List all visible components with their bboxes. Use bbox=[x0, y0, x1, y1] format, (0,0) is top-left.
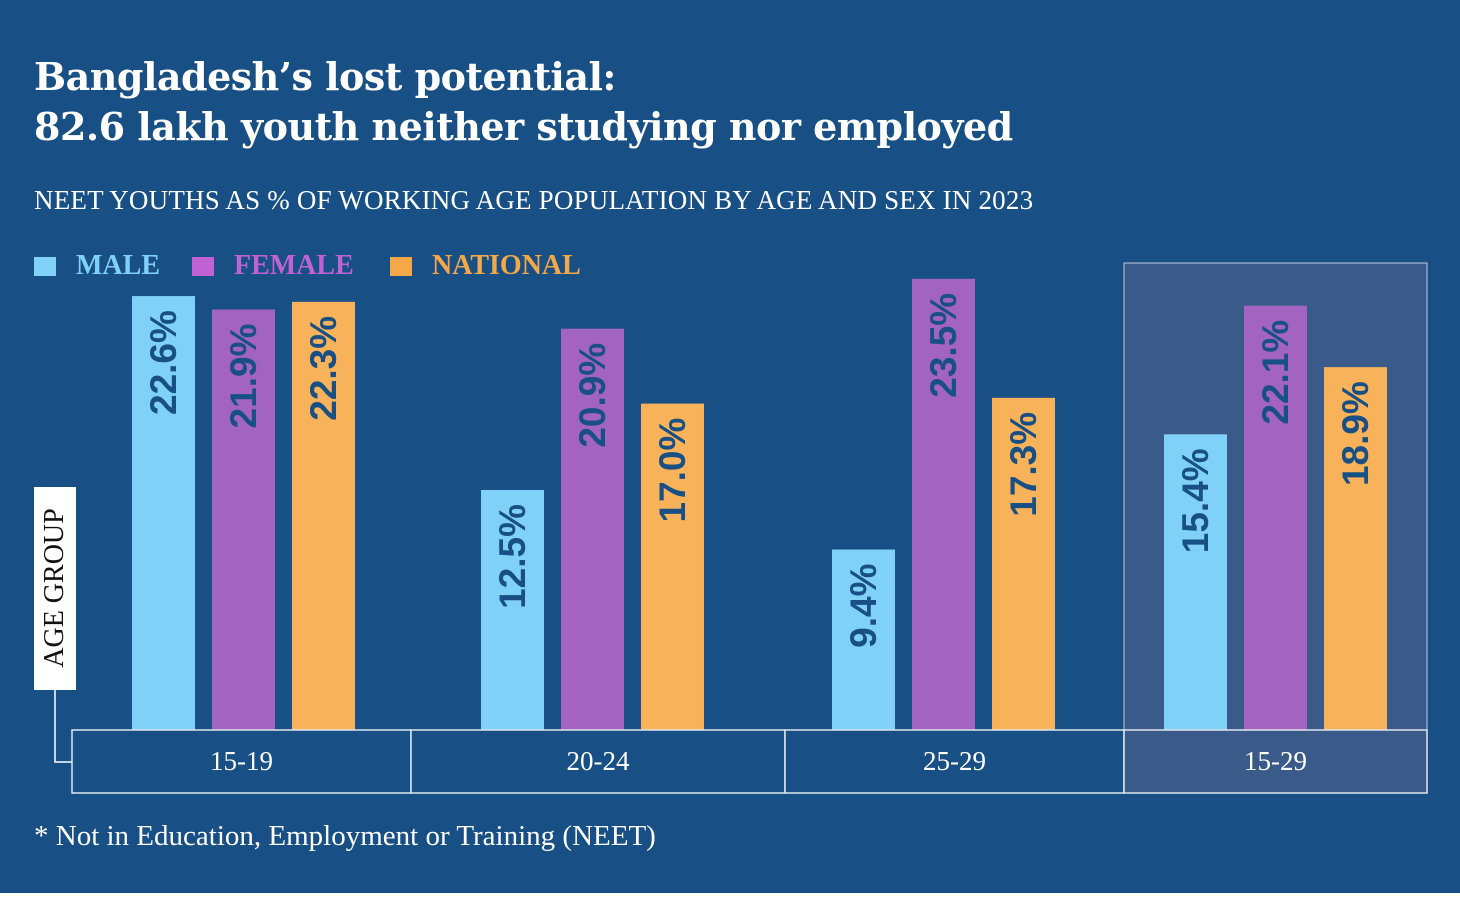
data-label-national-15-29: 18.9% bbox=[1335, 381, 1376, 486]
category-label-15-19: 15-19 bbox=[210, 746, 273, 776]
data-label-female-20-24: 20.9% bbox=[572, 343, 613, 448]
bar-national-20-24 bbox=[641, 403, 704, 730]
category-label-15-29: 15-29 bbox=[1244, 746, 1307, 776]
chart-title-line-2: 82.6 lakh youth neither studying nor emp… bbox=[34, 104, 1013, 149]
footnote: * Not in Education, Employment or Traini… bbox=[34, 820, 656, 852]
bar-male-15-29 bbox=[1164, 434, 1227, 730]
legend-label-national: NATIONAL bbox=[432, 250, 581, 281]
chart-title: Bangladesh’s lost potential: bbox=[34, 54, 616, 99]
bar-female-15-29 bbox=[1244, 305, 1307, 730]
data-label-national-20-24: 17.0% bbox=[652, 418, 693, 523]
chart-subtitle: NEET YOUTHS AS % OF WORKING AGE POPULATI… bbox=[34, 185, 1034, 215]
data-label-female-15-29: 22.1% bbox=[1255, 320, 1296, 425]
legend-swatch-male bbox=[34, 257, 56, 276]
data-label-female-25-29: 23.5% bbox=[923, 293, 964, 398]
bar-national-25-29 bbox=[992, 397, 1055, 730]
data-label-female-15-19: 21.9% bbox=[223, 324, 264, 429]
data-label-national-25-29: 17.3% bbox=[1003, 412, 1044, 517]
axis-label-box bbox=[34, 487, 76, 690]
category-cell-20-24 bbox=[410, 729, 786, 794]
bar-female-20-24 bbox=[561, 328, 624, 730]
bar-female-15-19 bbox=[212, 309, 275, 730]
category-cell-25-29 bbox=[784, 729, 1125, 794]
bar-male-20-24 bbox=[481, 490, 544, 730]
bars-group: 22.6% 21.9% 22.3% 12.5% 20.9% 17.0% 9.4% 23.5% 1… bbox=[132, 278, 1387, 730]
category-label-25-29: 25-29 bbox=[923, 746, 986, 776]
axis-label: AGE GROUP bbox=[39, 508, 70, 668]
data-label-national-15-19: 22.3% bbox=[303, 316, 344, 421]
bar-national-15-19 bbox=[292, 301, 355, 730]
bar-female-25-29 bbox=[912, 278, 975, 730]
bar-national-15-29 bbox=[1324, 367, 1387, 730]
legend-label-female: FEMALE bbox=[234, 250, 354, 281]
legend-swatch-female bbox=[192, 257, 214, 276]
bar-male-15-19 bbox=[132, 296, 195, 730]
data-label-male-15-19: 22.6% bbox=[143, 310, 184, 415]
category-cell-15-29 bbox=[1123, 729, 1428, 794]
category-cell-15-19 bbox=[71, 729, 412, 794]
data-label-male-20-24: 12.5% bbox=[492, 504, 533, 609]
data-label-male-15-29: 15.4% bbox=[1175, 448, 1216, 553]
axis-connector bbox=[54, 690, 72, 763]
bar-male-25-29 bbox=[832, 549, 895, 730]
category-axis: 15-19 20-24 25-29 15-29 bbox=[71, 729, 1428, 794]
category-label-20-24: 20-24 bbox=[567, 746, 630, 776]
bar-chart: 22.6% 21.9% 22.3% 12.5% 20.9% 17.0% 9.4% 23.5% 1… bbox=[54, 262, 1428, 794]
legend-swatch-national bbox=[390, 257, 412, 276]
legend-label-male: MALE bbox=[76, 250, 160, 281]
data-label-male-25-29: 9.4% bbox=[843, 564, 884, 648]
